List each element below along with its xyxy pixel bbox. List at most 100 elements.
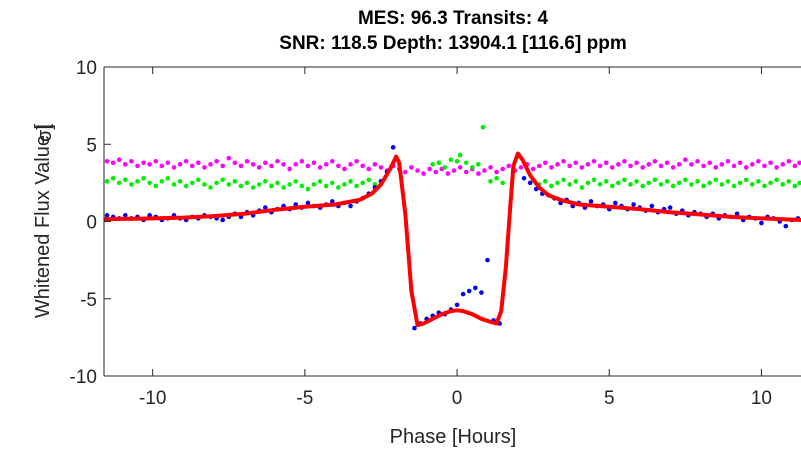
odd-transit-point (797, 160, 801, 166)
even-transit-point (567, 182, 572, 187)
even-transit-point (756, 179, 761, 184)
odd-transit-point (226, 155, 232, 161)
data-point (479, 290, 484, 295)
even-transit-point (695, 179, 700, 184)
even-transit-point (500, 180, 506, 186)
even-transit-point (281, 185, 286, 190)
even-transit-point (256, 182, 262, 187)
x-tick-label: 5 (604, 388, 615, 409)
odd-transit-point (250, 162, 256, 167)
data-point (485, 257, 490, 263)
even-transit-point (323, 183, 329, 189)
odd-transit-point (451, 168, 457, 173)
even-transit-point (573, 179, 579, 184)
odd-transit-point (214, 158, 219, 164)
even-transit-point (543, 179, 548, 184)
even-transit-point (299, 183, 305, 189)
odd-transit-point (366, 166, 372, 172)
data-point (631, 202, 636, 207)
data-point (220, 217, 226, 223)
odd-transit-point (202, 165, 207, 170)
y-tick-label: 10 (76, 58, 97, 79)
odd-transit-point (719, 162, 725, 167)
odd-transit-point (147, 162, 152, 167)
odd-transit-point (141, 160, 146, 166)
data-point (263, 205, 268, 210)
even-transit-point (774, 177, 779, 183)
odd-transit-point (555, 162, 560, 167)
even-transit-point (792, 183, 798, 189)
even-transit-point (457, 152, 463, 158)
even-transit-point (719, 182, 725, 187)
even-transit-point (123, 177, 128, 183)
data-point (460, 291, 466, 297)
data-point (412, 325, 417, 331)
even-transit-point (244, 180, 250, 186)
odd-transit-point (530, 166, 536, 172)
even-transit-point (676, 180, 682, 186)
model-fit-line (104, 151, 801, 327)
even-transit-point (317, 179, 323, 184)
odd-transit-points (104, 155, 801, 176)
even-transit-point (135, 179, 140, 184)
even-transit-point (226, 182, 232, 187)
odd-transit-point (287, 166, 292, 172)
odd-transit-point (153, 158, 159, 164)
odd-transit-point (737, 160, 743, 166)
odd-transit-point (683, 157, 688, 162)
even-transit-point (342, 182, 347, 187)
odd-transit-point (597, 163, 603, 169)
even-transit-point (597, 182, 603, 187)
data-point (329, 199, 335, 204)
odd-transit-point (743, 165, 749, 170)
odd-transit-point (196, 160, 201, 166)
odd-transit-point (506, 163, 512, 169)
odd-transit-point (609, 165, 615, 170)
even-transit-point (153, 183, 159, 189)
x-tick-label: -5 (296, 388, 313, 409)
even-transit-point (275, 180, 280, 186)
odd-transit-point (415, 168, 420, 173)
odd-transit-point (463, 169, 469, 175)
even-transit-point (737, 180, 743, 186)
even-transit-point (159, 179, 165, 184)
even-transit-point (311, 182, 317, 187)
data-point (104, 213, 110, 218)
data-point (588, 199, 594, 204)
odd-transit-point (634, 160, 639, 166)
odd-transit-point (165, 160, 171, 166)
even-transit-point (616, 180, 621, 186)
data-point (473, 285, 478, 291)
odd-transit-point (421, 171, 426, 176)
odd-transit-point (360, 163, 366, 169)
even-transit-point (488, 179, 493, 184)
odd-transit-point (689, 162, 694, 167)
y-axis-label-group: Whitened Flux Value [ σ] (32, 123, 56, 318)
odd-transit-point (293, 162, 299, 167)
y-tick-label: -10 (70, 367, 97, 388)
odd-transit-point (123, 162, 128, 167)
even-transit-point (762, 183, 767, 189)
y-axis-label: Whitened Flux Value [ (32, 123, 54, 318)
odd-transit-point (500, 166, 506, 172)
data-point (649, 203, 655, 209)
even-transit-point (561, 177, 566, 183)
odd-transit-point (220, 163, 226, 169)
even-transit-point (448, 157, 454, 162)
even-transit-point (725, 179, 731, 184)
odd-transit-point (116, 157, 122, 162)
odd-transit-point (244, 158, 250, 164)
odd-transit-point (768, 160, 773, 166)
odd-transit-point (342, 166, 347, 172)
odd-transit-point (786, 158, 792, 164)
odd-transit-point (129, 158, 134, 164)
even-transit-point (348, 179, 353, 184)
odd-transit-point (780, 162, 786, 167)
odd-transit-point (427, 166, 432, 172)
odd-transit-point (317, 165, 323, 170)
axes-frame (103, 66, 801, 377)
data-point (734, 211, 740, 217)
odd-transit-point (263, 160, 268, 166)
data-point (527, 180, 533, 186)
odd-transit-point (329, 158, 335, 164)
